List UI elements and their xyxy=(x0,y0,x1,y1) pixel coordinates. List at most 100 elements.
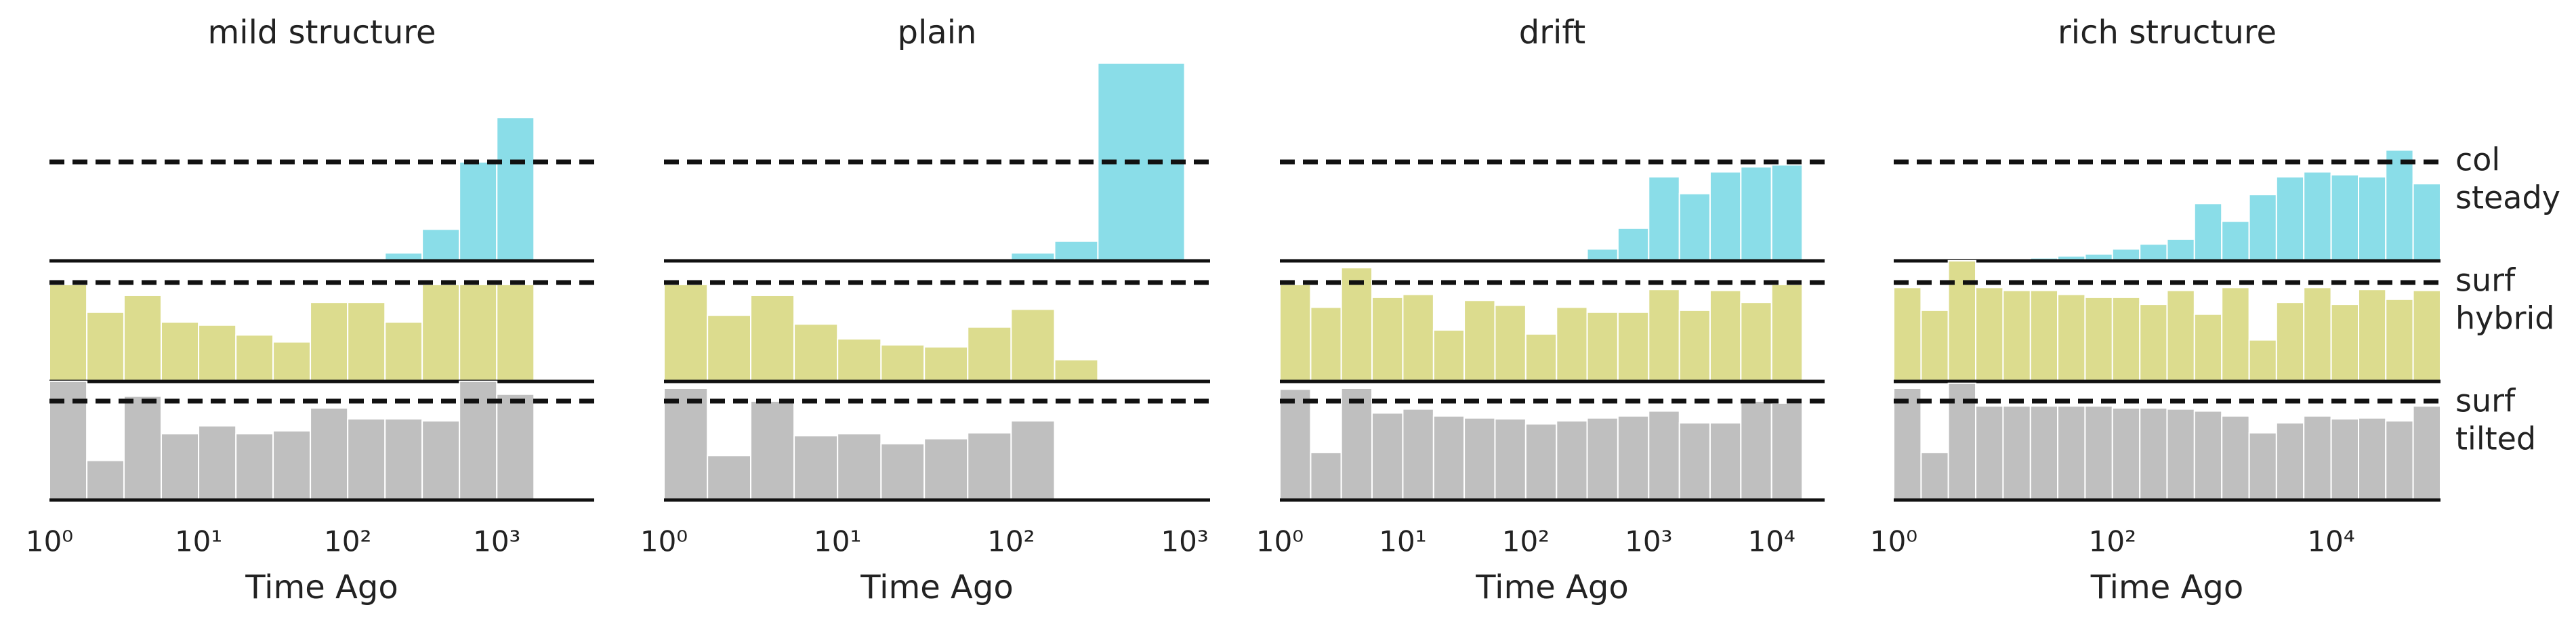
bar xyxy=(1678,192,1711,262)
bar xyxy=(1556,306,1588,382)
x-axis-label: Time Ago xyxy=(1475,568,1628,606)
bar xyxy=(1709,422,1742,501)
panel-title: rich structure xyxy=(2058,14,2277,51)
row-label: hybrid xyxy=(2455,300,2554,337)
bar xyxy=(2193,313,2223,382)
bar xyxy=(2221,415,2250,501)
x-tick-label: 10² xyxy=(1502,525,1550,558)
bar xyxy=(1617,415,1650,501)
bar xyxy=(1770,164,1804,262)
bar xyxy=(2385,420,2414,501)
bar xyxy=(1893,287,1922,382)
bar xyxy=(2221,220,2250,262)
x-tick-label: 10³ xyxy=(473,525,520,558)
bar xyxy=(2275,422,2305,501)
bar xyxy=(235,334,274,383)
row-label: steady xyxy=(2455,180,2560,216)
bar xyxy=(2221,287,2250,382)
x-axis-label: Time Ago xyxy=(860,568,1013,606)
bar xyxy=(837,433,882,501)
bar xyxy=(1740,400,1772,501)
bar xyxy=(1310,451,1342,501)
bar xyxy=(2248,339,2277,382)
bar xyxy=(1770,283,1804,383)
bar xyxy=(1494,418,1526,501)
bar xyxy=(2084,296,2113,382)
bar xyxy=(310,407,349,501)
bar xyxy=(2111,248,2141,262)
bar xyxy=(1770,402,1804,501)
bar xyxy=(2166,238,2195,262)
bar xyxy=(1975,405,2004,501)
row-label: col xyxy=(2455,142,2500,178)
bar xyxy=(1709,289,1742,382)
bar xyxy=(496,117,535,262)
bar xyxy=(2248,194,2277,262)
x-tick-label: 10³ xyxy=(1161,525,1208,558)
x-tick-label: 10¹ xyxy=(175,525,222,558)
bar xyxy=(1402,293,1434,382)
row-label: tilted xyxy=(2455,421,2536,457)
bar xyxy=(1463,417,1496,501)
bar xyxy=(793,323,839,383)
bar xyxy=(2193,410,2223,501)
x-axis-label: Time Ago xyxy=(245,568,398,606)
bar xyxy=(837,338,882,382)
x-tick-label: 10⁰ xyxy=(1870,525,1917,558)
x-tick-label: 10³ xyxy=(1625,525,1672,558)
x-tick-label: 10⁰ xyxy=(26,525,73,558)
bar xyxy=(2002,289,2031,382)
bar xyxy=(1678,422,1711,501)
bar xyxy=(1279,388,1312,501)
x-tick-label: 10² xyxy=(2089,525,2136,558)
x-tick-label: 10¹ xyxy=(814,525,861,558)
bar xyxy=(923,438,969,501)
bar xyxy=(161,321,200,382)
bar xyxy=(793,435,839,501)
bar xyxy=(1586,248,1619,262)
bar xyxy=(1054,240,1099,262)
bar xyxy=(1010,420,1056,501)
bar xyxy=(2330,418,2360,501)
x-tick-label: 10¹ xyxy=(1379,525,1426,558)
bar xyxy=(1617,311,1650,382)
bar xyxy=(421,228,461,262)
bar xyxy=(235,433,274,501)
bar xyxy=(2303,415,2332,501)
x-tick-label: 10⁰ xyxy=(640,525,688,558)
bar xyxy=(2193,203,2223,262)
bar xyxy=(1432,415,1466,501)
bar xyxy=(663,388,709,501)
bar xyxy=(2330,173,2360,262)
bar xyxy=(2275,175,2305,262)
bar xyxy=(2358,175,2387,262)
bar xyxy=(663,283,709,383)
bar xyxy=(1494,304,1526,382)
bar xyxy=(86,311,125,382)
bar xyxy=(2029,405,2059,501)
bar xyxy=(49,283,88,383)
bar xyxy=(347,301,386,383)
bar xyxy=(347,418,386,501)
bar xyxy=(1648,175,1680,262)
bar xyxy=(1310,306,1342,382)
bar xyxy=(1556,420,1588,501)
bar xyxy=(1586,311,1619,382)
row-label: surf xyxy=(2455,262,2516,299)
bar xyxy=(2002,405,2031,501)
bar xyxy=(1920,309,1949,383)
bar xyxy=(123,294,163,383)
bar xyxy=(1920,451,1949,501)
bar xyxy=(880,442,926,501)
bar xyxy=(86,459,125,501)
bar xyxy=(1648,410,1680,501)
panel-title: drift xyxy=(1519,14,1585,51)
bar xyxy=(1340,267,1373,382)
panel-title: plain xyxy=(898,14,977,51)
x-axis-label: Time Ago xyxy=(2090,568,2243,606)
bar xyxy=(1432,329,1466,382)
bar xyxy=(496,283,535,383)
bar xyxy=(2139,243,2168,262)
bar xyxy=(1740,166,1772,262)
